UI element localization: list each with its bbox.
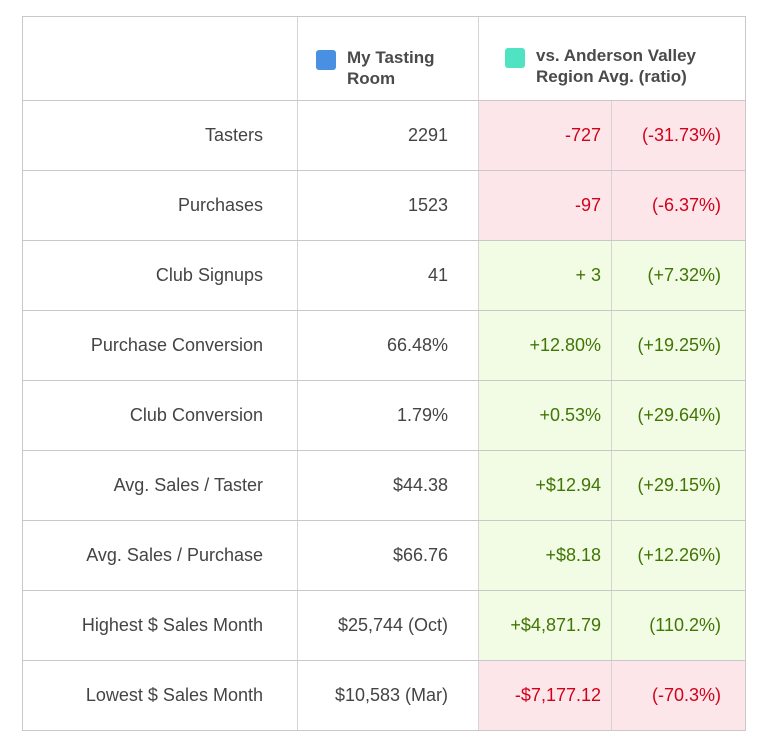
header-blank-cell (22, 17, 297, 100)
table-row: Club Conversion 1.79% +0.53% (+29.64%) (22, 381, 746, 451)
region-ratio-value: (-31.73%) (611, 101, 746, 170)
table-row: Tasters 2291 -727 (-31.73%) (22, 101, 746, 171)
table-header: My Tasting Room vs. Anderson Valley Regi… (22, 16, 746, 101)
header-my-tasting-room: My Tasting Room (297, 17, 478, 100)
legend-label-mine: My Tasting Room (347, 48, 435, 88)
my-tasting-room-value: $44.38 (297, 451, 478, 520)
region-ratio-value: (110.2%) (611, 591, 746, 660)
region-difference-value: -97 (478, 171, 611, 240)
region-ratio-value: (+19.25%) (611, 311, 746, 380)
row-label: Avg. Sales / Purchase (22, 521, 297, 590)
my-tasting-room-value: $66.76 (297, 521, 478, 590)
row-label: Avg. Sales / Taster (22, 451, 297, 520)
row-label: Highest $ Sales Month (22, 591, 297, 660)
region-difference-value: -$7,177.12 (478, 661, 611, 730)
header-region-comparison: vs. Anderson Valley Region Avg. (ratio) (478, 17, 746, 100)
my-tasting-room-value: 1523 (297, 171, 478, 240)
table-row: Purchase Conversion 66.48% +12.80% (+19.25%… (22, 311, 746, 381)
row-label: Purchases (22, 171, 297, 240)
region-ratio-value: (+12.26%) (611, 521, 746, 590)
my-tasting-room-value: $10,583 (Mar) (297, 661, 478, 730)
row-label: Club Conversion (22, 381, 297, 450)
region-ratio-value: (-6.37%) (611, 171, 746, 240)
region-ratio-value: (+7.32%) (611, 241, 746, 310)
row-label: Club Signups (22, 241, 297, 310)
region-difference-value: +$12.94 (478, 451, 611, 520)
comparison-table: My Tasting Room vs. Anderson Valley Regi… (22, 16, 746, 731)
region-difference-value: +12.80% (478, 311, 611, 380)
region-ratio-value: (-70.3%) (611, 661, 746, 730)
row-label: Lowest $ Sales Month (22, 661, 297, 730)
table-row: Lowest $ Sales Month $10,583 (Mar) -$7,177… (22, 661, 746, 731)
region-difference-value: -727 (478, 101, 611, 170)
table-row: Club Signups 41 + 3 (+7.32%) (22, 241, 746, 311)
legend-region-average: vs. Anderson Valley Region Avg. (ratio) (505, 45, 746, 87)
region-difference-value: + 3 (478, 241, 611, 310)
my-tasting-room-value: 1.79% (297, 381, 478, 450)
blue-swatch-icon (316, 50, 336, 70)
my-tasting-room-value: 41 (297, 241, 478, 310)
my-tasting-room-value: 2291 (297, 101, 478, 170)
table-row: Purchases 1523 -97 (-6.37%) (22, 171, 746, 241)
table-row: Avg. Sales / Taster $44.38 +$12.94 (+29.15%… (22, 451, 746, 521)
region-difference-value: +$8.18 (478, 521, 611, 590)
region-difference-value: +$4,871.79 (478, 591, 611, 660)
row-label: Purchase Conversion (22, 311, 297, 380)
my-tasting-room-value: 66.48% (297, 311, 478, 380)
region-ratio-value: (+29.64%) (611, 381, 746, 450)
teal-swatch-icon (505, 48, 525, 68)
table-row: Highest $ Sales Month $25,744 (Oct) +$4,87… (22, 591, 746, 661)
legend-my-tasting-room: My Tasting Room (316, 47, 457, 89)
my-tasting-room-value: $25,744 (Oct) (297, 591, 478, 660)
legend-label-region: vs. Anderson Valley Region Avg. (ratio) (536, 46, 696, 86)
region-ratio-value: (+29.15%) (611, 451, 746, 520)
region-difference-value: +0.53% (478, 381, 611, 450)
row-label: Tasters (22, 101, 297, 170)
table-row: Avg. Sales / Purchase $66.76 +$8.18 (+12.26… (22, 521, 746, 591)
